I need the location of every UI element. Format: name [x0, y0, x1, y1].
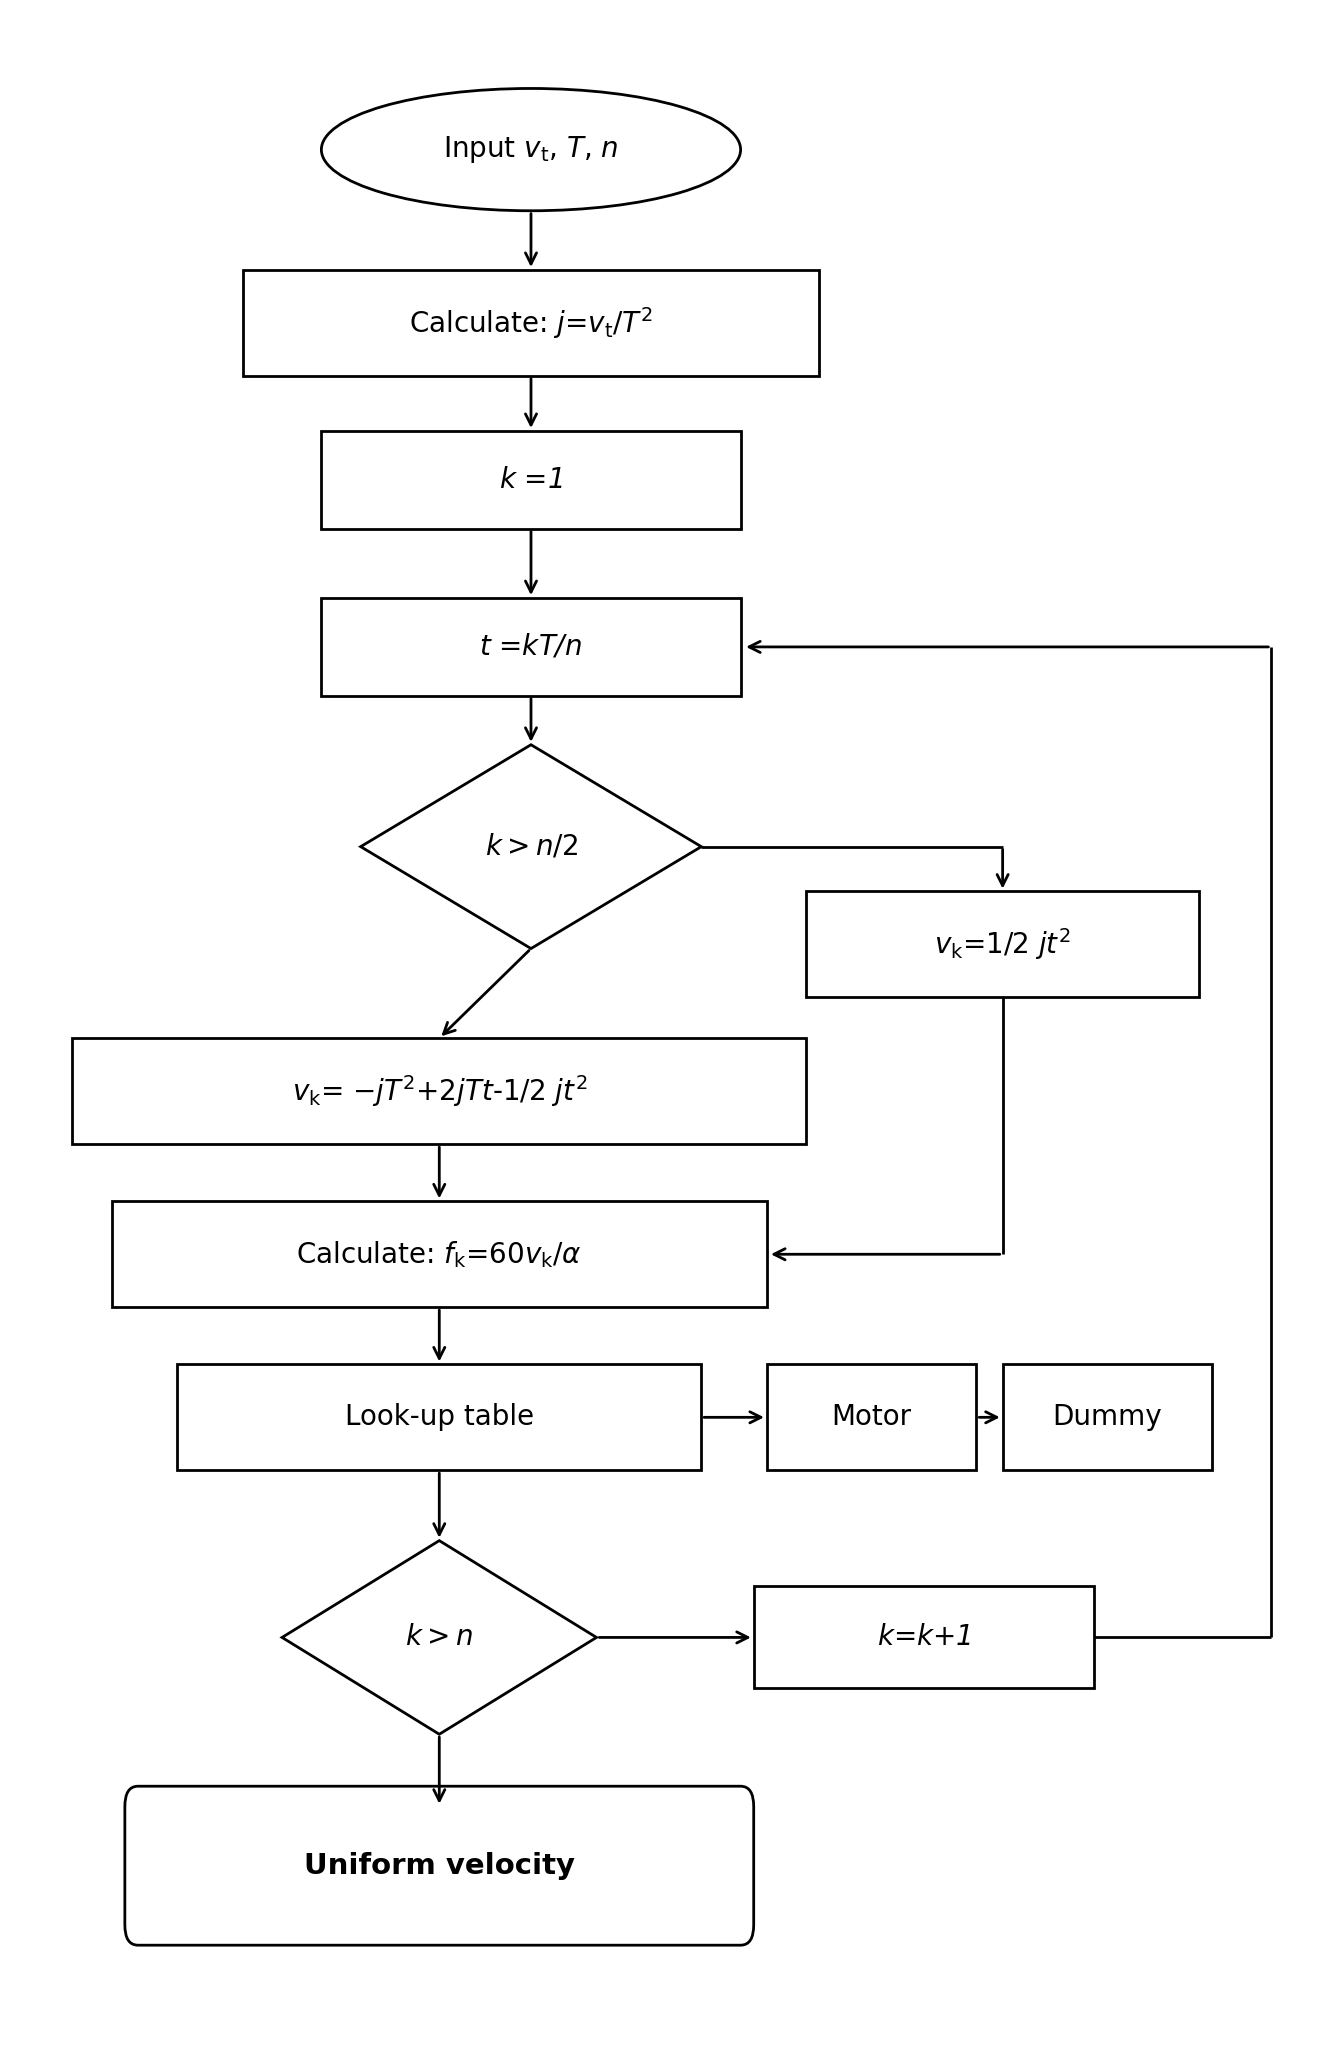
Bar: [1002, 1365, 1213, 1471]
Text: Motor: Motor: [831, 1404, 912, 1432]
Text: Dummy: Dummy: [1053, 1404, 1162, 1432]
Text: Calculate: $j$=$v_\mathrm{t}$/$T^2$: Calculate: $j$=$v_\mathrm{t}$/$T^2$: [409, 306, 653, 341]
Bar: [767, 1365, 976, 1471]
Bar: [73, 1038, 806, 1145]
Text: $v_\mathrm{k}$=1/2 $jt^2$: $v_\mathrm{k}$=1/2 $jt^2$: [935, 928, 1071, 962]
Text: Uniform velocity: Uniform velocity: [303, 1851, 575, 1880]
Text: Input $v_\mathrm{t}$, $T$, $n$: Input $v_\mathrm{t}$, $T$, $n$: [444, 133, 618, 164]
Text: $k > n/2$: $k > n/2$: [485, 833, 577, 860]
Text: Calculate: $f_\mathrm{k}$=60$v_\mathrm{k}$/$\alpha$: Calculate: $f_\mathrm{k}$=60$v_\mathrm{k…: [297, 1239, 583, 1270]
Text: Look-up table: Look-up table: [344, 1404, 534, 1432]
Text: $t$ =$kT$/$n$: $t$ =$kT$/$n$: [479, 632, 583, 661]
Bar: [806, 891, 1200, 997]
Bar: [242, 271, 820, 376]
Bar: [753, 1586, 1095, 1689]
Bar: [322, 597, 740, 696]
Text: $k$=$k$+1: $k$=$k$+1: [876, 1623, 970, 1652]
Bar: [322, 431, 740, 529]
Text: $k$ =1: $k$ =1: [499, 466, 563, 495]
Text: $k > n$: $k > n$: [405, 1623, 473, 1652]
Text: $v_\mathrm{k}$= $-jT^2$+2$jTt$-1/2 $jt^2$: $v_\mathrm{k}$= $-jT^2$+2$jTt$-1/2 $jt^2…: [291, 1073, 587, 1110]
Bar: [177, 1365, 702, 1471]
Bar: [111, 1200, 767, 1307]
